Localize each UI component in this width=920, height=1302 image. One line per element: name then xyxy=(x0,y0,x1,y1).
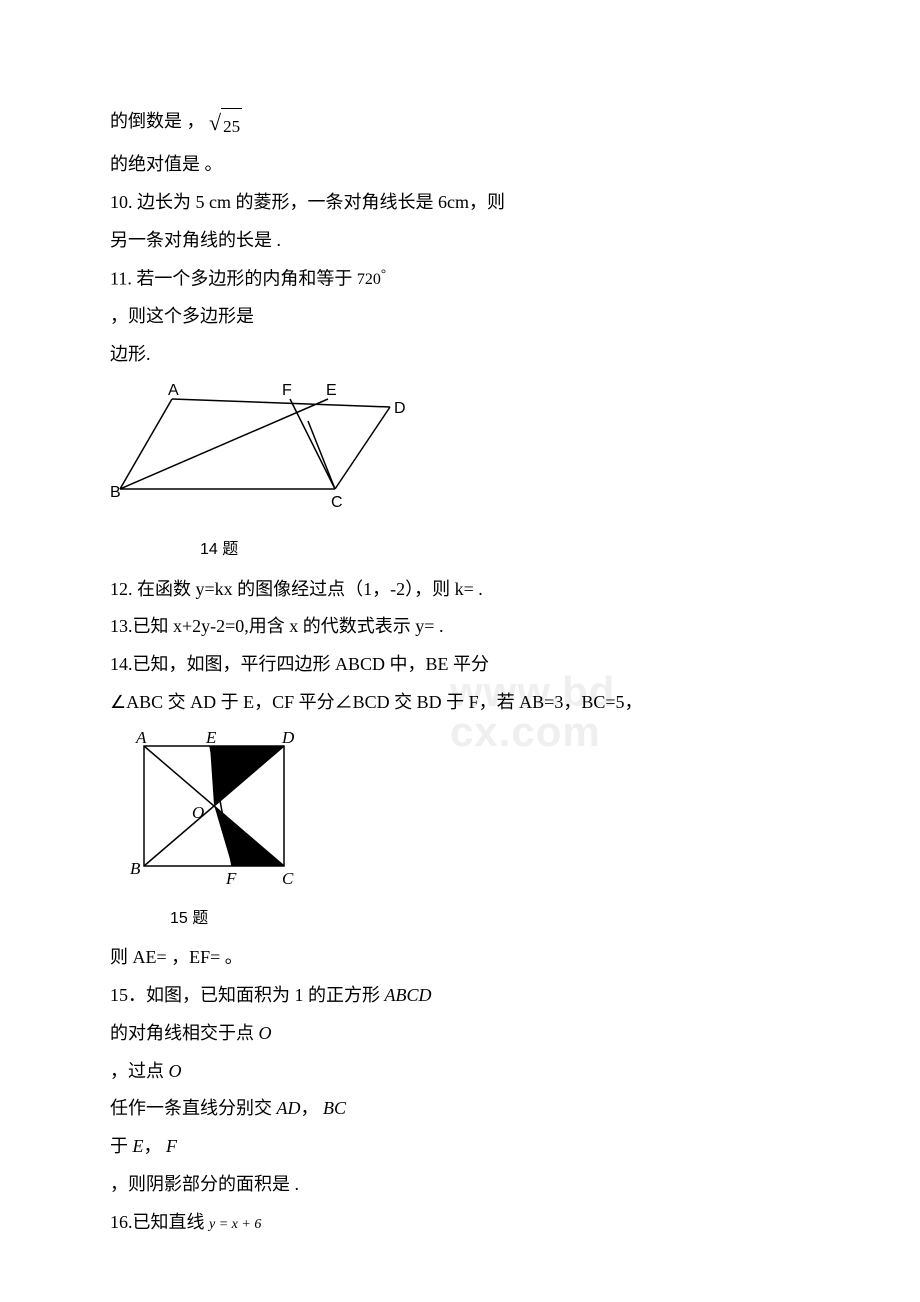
label-O: O xyxy=(192,803,204,822)
text-line: 任作一条直线分别交 AD， BC xyxy=(110,1090,810,1128)
figure-14-caption: 14 题 xyxy=(110,533,810,567)
text-fragment: 10. 边长为 5 cm 的菱形，一条对角线长是 6cm，则 xyxy=(110,192,505,212)
text-line: 则 AE= ，EF= 。 xyxy=(110,939,810,977)
text-line: ，则这个多边形是 xyxy=(110,298,810,336)
text-fragment: ，过点 xyxy=(110,1061,164,1081)
math-E: E xyxy=(133,1136,144,1156)
text-line: 的倒数是 ， √25 xyxy=(110,100,810,146)
text-line: 边形. xyxy=(110,336,810,374)
num: 720 xyxy=(357,271,381,288)
math-F: F xyxy=(166,1136,177,1156)
text-fragment: 16.已知直线 xyxy=(110,1212,205,1232)
comma: ， xyxy=(301,1098,319,1118)
text-fragment: 于 xyxy=(110,1136,128,1156)
text-line: ，则阴影部分的面积是 . xyxy=(110,1166,810,1204)
sqrt-expression: √25 xyxy=(209,100,242,146)
text-fragment: ，则这个多边形是 xyxy=(110,306,254,326)
figure-15-svg: A E D B F C O xyxy=(110,728,320,888)
label-D: D xyxy=(394,400,406,417)
text-line: 另一条对角线的长是 . xyxy=(110,222,810,260)
label-A: A xyxy=(135,728,147,747)
text-line: 12. 在函数 y=kx 的图像经过点（1，-2），则 k= . xyxy=(110,571,810,609)
text-line: 11. 若一个多边形的内角和等于 720° xyxy=(110,260,810,298)
math-BC: BC xyxy=(323,1098,346,1118)
label-E: E xyxy=(205,728,217,747)
sqrt-argument: 25 xyxy=(221,108,242,145)
text-line: 10. 边长为 5 cm 的菱形，一条对角线长是 6cm，则 xyxy=(110,184,810,222)
label-F: F xyxy=(225,869,237,888)
label-A: A xyxy=(168,382,179,399)
text-fragment: 11. 若一个多边形的内角和等于 xyxy=(110,268,352,288)
label-C: C xyxy=(282,869,294,888)
label-F: F xyxy=(282,382,292,399)
text-fragment: 任作一条直线分别交 xyxy=(110,1098,272,1118)
math-720: 720° xyxy=(357,271,386,288)
text-fragment: 15．如图，已知面积为 1 的正方形 xyxy=(110,985,380,1005)
text-fragment: 的倒数是 ， xyxy=(110,111,205,131)
math-O2: O xyxy=(169,1061,182,1081)
text-line: ，过点 O xyxy=(110,1053,810,1091)
text-fragment: 的对角线相交于点 xyxy=(110,1023,254,1043)
figure-15-caption: 15 题 xyxy=(110,902,810,936)
label-C: C xyxy=(331,494,343,511)
text-line: 16.已知直线 y = x + 6 xyxy=(110,1204,810,1242)
text-line: 13.已知 x+2y-2=0,用含 x 的代数式表示 y= . xyxy=(110,608,810,646)
comma: ， xyxy=(144,1136,162,1156)
marker xyxy=(505,200,509,208)
math-line-eq: y = x + 6 xyxy=(209,1217,261,1232)
text-line: 的对角线相交于点 O xyxy=(110,1015,810,1053)
text-line: 14.已知，如图，平行四边形 ABCD 中，BE 平分 xyxy=(110,646,810,684)
text-line: 于 E， F xyxy=(110,1128,810,1166)
figure-14: A B C D E F 14 题 xyxy=(110,379,810,566)
text-line: 的绝对值是 。 xyxy=(110,146,810,184)
degree: ° xyxy=(381,266,386,281)
shaded-top xyxy=(210,746,284,805)
label-B: B xyxy=(110,484,121,501)
label-E: E xyxy=(326,382,337,399)
sqrt-symbol: √ xyxy=(209,110,221,135)
marker xyxy=(254,314,258,322)
figure-15: A E D B F C O 15 题 xyxy=(110,728,810,935)
math-AD: AD xyxy=(277,1098,301,1118)
math-abcd: ABCD xyxy=(385,985,432,1005)
figure-14-svg: A B C D E F xyxy=(110,379,410,519)
label-D: D xyxy=(281,728,295,747)
label-B: B xyxy=(130,859,141,878)
text-line: ∠ABC 交 AD 于 E，CF 平分∠BCD 交 BD 于 F，若 AB=3，… xyxy=(110,684,810,722)
math-O: O xyxy=(259,1023,272,1043)
text-line: 15．如图，已知面积为 1 的正方形 ABCD xyxy=(110,977,810,1015)
